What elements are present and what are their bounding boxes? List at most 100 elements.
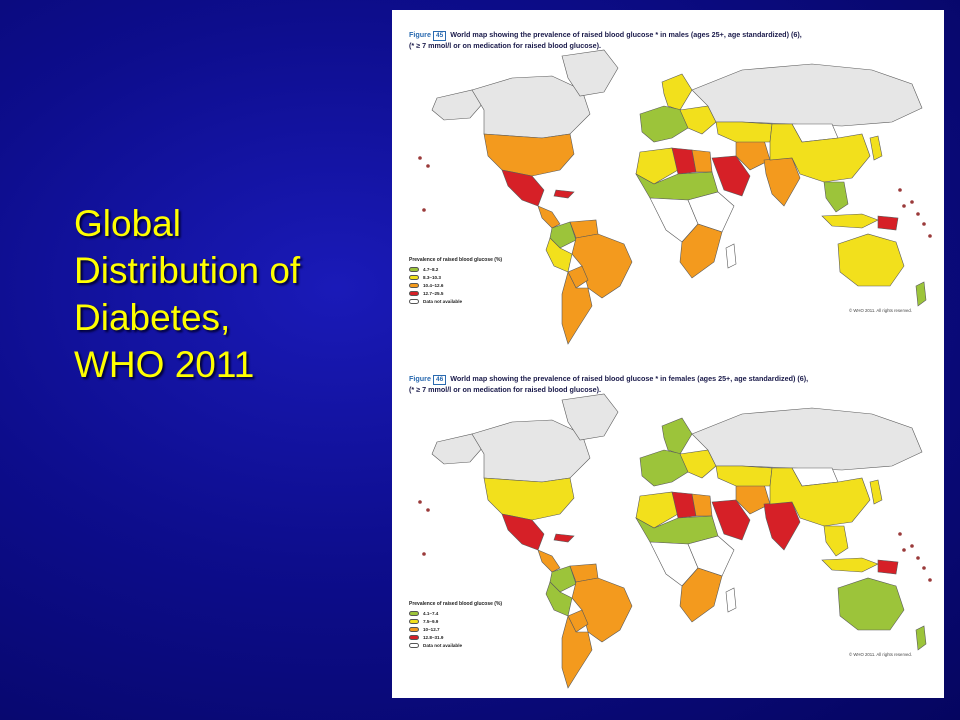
legend-label: 12.8–31.9 — [423, 634, 444, 640]
region-colombia — [549, 221, 577, 249]
map-legend: Prevalence of raised blood glucose (%) 4… — [409, 257, 502, 305]
legend-swatch — [409, 618, 419, 624]
region-south-asia — [763, 157, 801, 207]
region-scandinavia — [661, 417, 693, 455]
region-greenland — [561, 49, 619, 97]
legend-item: 10–12.7 — [409, 625, 502, 633]
figure-panel: Figure 45 World map showing the prevalenc… — [392, 10, 944, 698]
island-dot — [928, 578, 932, 582]
region-australia — [837, 233, 905, 287]
legend-title: Prevalence of raised blood glucose (%) — [409, 601, 503, 607]
island-dot — [418, 500, 422, 504]
region-greenland — [561, 393, 619, 441]
region-se-asia — [823, 525, 849, 557]
region-east-africa — [687, 535, 735, 577]
legend-label: 10.4–12.6 — [423, 282, 444, 288]
region-arabia — [711, 155, 751, 197]
copyright-note: © WHO 2011. All rights reserved. — [848, 308, 912, 313]
region-southern-cone — [561, 615, 593, 689]
legend-item: 12.7–25.5 — [409, 289, 502, 297]
region-north-africa-west — [635, 491, 679, 529]
map-legend: Prevalence of raised blood glucose (%) 4… — [409, 601, 502, 649]
region-central-asia — [715, 121, 773, 143]
legend-swatch — [409, 610, 419, 616]
island-dot — [922, 566, 926, 570]
legend-item: Data not available — [409, 641, 502, 649]
island-dot — [916, 556, 920, 560]
region-se-asia — [823, 181, 849, 213]
caption-line-1: World map showing the prevalence of rais… — [450, 374, 809, 383]
figure-label: Figure — [409, 30, 431, 39]
island-dot — [910, 200, 914, 204]
region-russia — [691, 63, 923, 127]
region-madagascar — [725, 587, 737, 613]
slide-title: Global Distribution of Diabetes, WHO 201… — [74, 200, 374, 388]
legend-item: 10.4–12.6 — [409, 281, 502, 289]
legend-label: 4.7–8.2 — [423, 266, 439, 272]
region-central-america — [537, 205, 561, 229]
region-indonesia — [821, 557, 879, 573]
region-north-africa-west — [635, 147, 679, 185]
region-usa — [483, 133, 575, 177]
region-eastern-europe — [679, 449, 717, 479]
legend-label: 10–12.7 — [423, 626, 440, 632]
legend-label: 4.1–7.4 — [423, 610, 439, 616]
region-caribbean — [553, 533, 575, 543]
region-central-asia — [715, 465, 773, 487]
region-scandinavia — [661, 73, 693, 111]
caption-line-2: (* ≥ 7 mmol/l or on medication for raise… — [409, 385, 602, 394]
legend-label: 12.7–25.5 — [423, 290, 444, 296]
island-dot — [418, 156, 422, 160]
island-dot — [922, 222, 926, 226]
legend-swatch — [409, 642, 419, 648]
legend-swatch — [409, 282, 419, 288]
figure-caption: Figure 46 World map showing the prevalenc… — [409, 374, 929, 395]
island-dot — [910, 544, 914, 548]
legend-label: Data not available — [423, 298, 463, 304]
legend-swatch — [409, 290, 419, 296]
region-southern-africa — [679, 223, 723, 279]
region-usa — [483, 477, 575, 521]
island-dot — [422, 208, 426, 212]
island-dot — [916, 212, 920, 216]
legend-swatch — [409, 626, 419, 632]
region-central-america — [537, 549, 561, 573]
island-dot — [902, 204, 906, 208]
region-indonesia — [821, 213, 879, 229]
region-southern-cone — [561, 271, 593, 345]
region-arabia — [711, 499, 751, 541]
region-southern-africa — [679, 567, 723, 623]
region-western-europe — [639, 105, 689, 143]
region-colombia — [549, 565, 577, 593]
region-caribbean — [553, 189, 575, 199]
island-dot — [928, 234, 932, 238]
world-map-females — [418, 393, 932, 689]
title-line-1: Global — [74, 203, 181, 244]
island-dot — [898, 188, 902, 192]
title-line-3: Diabetes, — [74, 297, 231, 338]
region-canada — [471, 419, 591, 483]
region-papua — [877, 215, 899, 231]
region-japan — [869, 479, 883, 505]
island-dot — [898, 532, 902, 536]
region-russia — [691, 407, 923, 471]
figure-females: Figure 46 World map showing the prevalenc… — [392, 354, 944, 698]
copyright-note: © WHO 2011. All rights reserved. — [848, 652, 912, 657]
region-east-africa — [687, 191, 735, 233]
legend-item: 4.1–7.4 — [409, 609, 502, 617]
region-new-zealand — [915, 625, 927, 651]
region-western-europe — [639, 449, 689, 487]
legend-swatch — [409, 274, 419, 280]
legend-label: 8.3–10.3 — [423, 274, 441, 280]
region-brazil — [571, 577, 633, 643]
region-australia — [837, 577, 905, 631]
legend-swatch — [409, 634, 419, 640]
island-dot — [422, 552, 426, 556]
legend-item: Data not available — [409, 297, 502, 305]
island-dot — [426, 164, 430, 168]
region-japan — [869, 135, 883, 161]
island-dot — [426, 508, 430, 512]
region-madagascar — [725, 243, 737, 269]
legend-item: 12.8–31.9 — [409, 633, 502, 641]
island-dot — [902, 548, 906, 552]
